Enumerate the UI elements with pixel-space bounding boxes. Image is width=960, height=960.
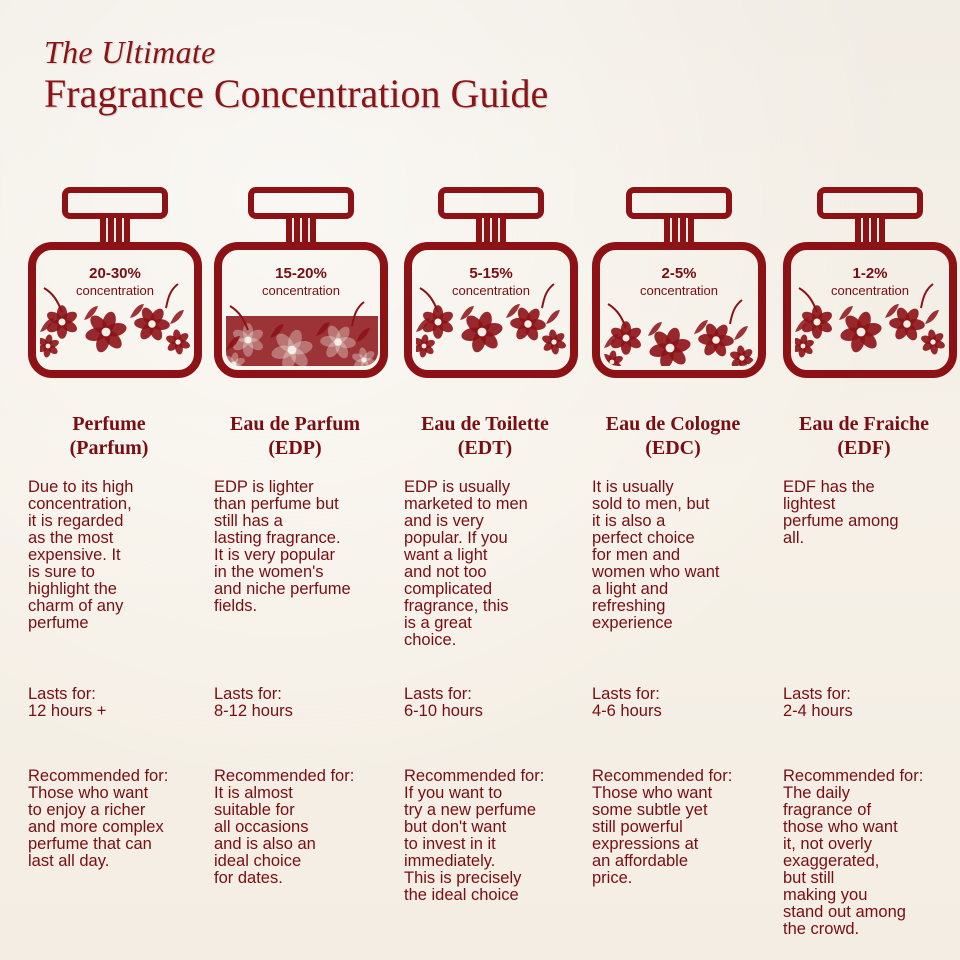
lasting-duration: Lasts for: 6-10 hours bbox=[404, 685, 483, 720]
fragrance-column-3: 5-15% concentration Eau de Toilette (EDT… bbox=[390, 0, 580, 960]
fragrance-name: Eau de Toilette (EDT) bbox=[390, 412, 580, 460]
fragrance-column-1: 20-30% concentration Perfume (Parfum) Du… bbox=[14, 0, 204, 960]
fragrance-name-line-1: Eau de Toilette bbox=[421, 413, 549, 435]
recommendation: Recommended for: If you want to try a ne… bbox=[404, 767, 545, 904]
concentration-percentage: 2-5% bbox=[661, 265, 697, 282]
lasting-duration: Lasts for: 12 hours + bbox=[28, 685, 107, 720]
concentration-label: concentration bbox=[261, 283, 341, 298]
fragrance-description: Due to its high concentration, it is reg… bbox=[28, 478, 134, 632]
title-line-1: The Ultimate bbox=[44, 34, 216, 70]
fragrance-name-line-1: Eau de Parfum bbox=[230, 413, 360, 435]
lasting-duration: Lasts for: 2-4 hours bbox=[783, 685, 853, 720]
fragrance-name-line-1: Eau de Cologne bbox=[605, 413, 741, 435]
fragrance-abbreviation: (EDF) bbox=[837, 437, 891, 459]
fragrance-name: Eau de Parfum (EDP) bbox=[200, 412, 390, 460]
perfume-bottle-icon bbox=[404, 186, 578, 386]
fragrance-name-line-1: Perfume bbox=[72, 413, 146, 435]
fragrance-abbreviation: (EDT) bbox=[457, 437, 513, 459]
recommendation: Recommended for: Those who want to enjoy… bbox=[28, 767, 169, 870]
perfume-bottle-icon bbox=[28, 186, 202, 386]
fragrance-abbreviation: (Parfum) bbox=[69, 437, 149, 459]
concentration-label: concentration bbox=[451, 283, 531, 298]
fragrance-column-2: 15-20% concentration Eau de Parfum (EDP)… bbox=[200, 0, 390, 960]
concentration-percentage: 15-20% bbox=[275, 265, 327, 282]
fragrance-name: Eau de Cologne (EDC) bbox=[578, 412, 768, 460]
concentration-label: concentration bbox=[75, 283, 155, 298]
concentration-percentage: 5-15% bbox=[469, 265, 513, 282]
fragrance-name-line-1: Eau de Fraiche bbox=[799, 413, 929, 435]
concentration-label: concentration bbox=[639, 283, 719, 298]
concentration-percentage: 20-30% bbox=[89, 265, 141, 282]
fragrance-description: It is usually sold to men, but it is als… bbox=[592, 478, 720, 632]
lasting-duration: Lasts for: 8-12 hours bbox=[214, 685, 293, 720]
fragrance-description: EDP is usually marketed to men and is ve… bbox=[404, 478, 528, 649]
fragrance-column-4: 2-5% concentration Eau de Cologne (EDC) … bbox=[578, 0, 768, 960]
recommendation: Recommended for: Those who want some sub… bbox=[592, 767, 733, 887]
page-title: Fragrance Concentration Guide bbox=[44, 71, 549, 116]
perfume-bottle-icon bbox=[783, 186, 957, 386]
fragrance-abbreviation: (EDC) bbox=[645, 437, 701, 459]
fragrance-description: EDP is lighter than perfume but still ha… bbox=[214, 478, 351, 615]
fragrance-column-5: 1-2% concentration Eau de Fraiche (EDF) … bbox=[769, 0, 959, 960]
concentration-percentage: 1-2% bbox=[852, 265, 888, 282]
recommendation: Recommended for: The daily fragrance of … bbox=[783, 767, 924, 938]
fragrance-name: Perfume (Parfum) bbox=[14, 412, 204, 460]
fragrance-description: EDF has the lightest perfume among all. bbox=[783, 478, 899, 547]
concentration-label: concentration bbox=[830, 283, 910, 298]
lasting-duration: Lasts for: 4-6 hours bbox=[592, 685, 662, 720]
recommendation: Recommended for: It is almost suitable f… bbox=[214, 767, 355, 887]
perfume-bottle-icon bbox=[592, 186, 766, 386]
fragrance-abbreviation: (EDP) bbox=[268, 437, 322, 459]
fragrance-name: Eau de Fraiche (EDF) bbox=[769, 412, 959, 460]
perfume-bottle-icon bbox=[214, 186, 388, 386]
